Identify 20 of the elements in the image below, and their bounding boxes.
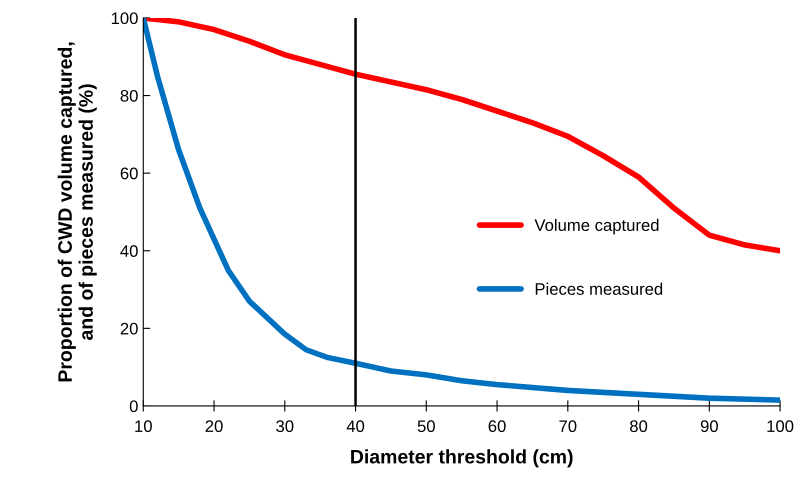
x-tick-label: 10 [135,420,152,432]
y-tick-label: 40 [120,245,138,257]
x-tick-label: 30 [276,420,294,432]
y-tick-label: 100 [112,12,138,24]
y-axis-title: Proportion of CWD volume captured, and of pieces measured (%) [58,42,97,382]
y-tick-label: 60 [120,168,138,180]
x-tick-label: 80 [630,420,648,432]
x-tick-label: 40 [346,420,364,432]
x-tick-label: 50 [418,420,435,432]
y-tick-label: 20 [120,322,138,335]
x-tick-label: 70 [559,420,576,432]
x-tick-label: 60 [488,420,506,432]
x-axis-title: Diameter threshold (cm) [351,449,573,468]
legend-label: Volume captured [534,218,658,234]
x-tick-label: 90 [700,420,718,432]
legend-label: Pieces measured [536,282,662,295]
x-tick-label: 100 [767,420,794,432]
x-tick-label: 20 [206,420,223,432]
y-tick-label: 80 [120,90,138,102]
y-tick-label: 0 [130,400,138,412]
